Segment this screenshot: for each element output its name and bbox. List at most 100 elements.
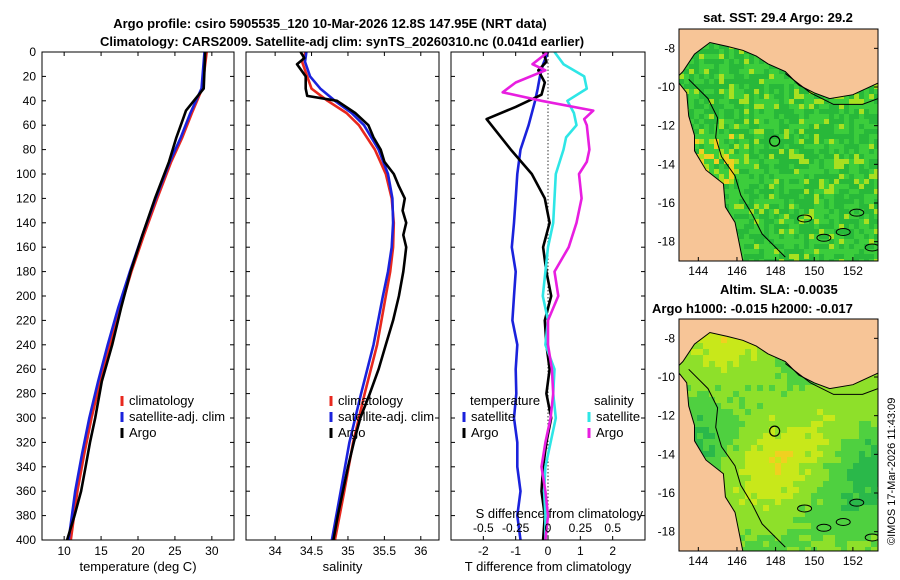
secondary-tick-label: 0 <box>545 521 552 535</box>
y-tick-label: -18 <box>658 525 676 539</box>
map-frame <box>678 318 879 552</box>
secondary-tick-label: -0.5 <box>473 521 494 535</box>
salinity-panel: 34 34.5 35 35.5 36 salinity <box>245 51 440 574</box>
reef-outline <box>816 523 832 532</box>
legend-label-salinity-satellite: satellite <box>596 409 640 424</box>
y-tick-label: -12 <box>658 409 676 423</box>
reef-outline <box>864 243 878 252</box>
series-group <box>485 52 595 540</box>
map-subtitle: Argo h1000: -0.015 h2000: -0.017 <box>652 301 853 316</box>
y-tick-label: 140 <box>16 216 36 230</box>
y-tick-label: -8 <box>664 41 675 55</box>
reef-outline <box>864 533 878 542</box>
x-tick-label: 148 <box>766 554 786 568</box>
x-tick-label: 10 <box>57 544 71 558</box>
secondary-axis-label: S difference from climatology <box>476 506 644 521</box>
y-tick-label: 240 <box>16 338 36 352</box>
imos-timestamp: ©IMOS 17-Mar-2026 11:43:09 <box>886 398 898 545</box>
y-tick-label: 180 <box>16 265 36 279</box>
x-tick-label: -1 <box>510 544 521 558</box>
legend-header-salinity: salinity <box>594 393 634 408</box>
x-tick-label: 150 <box>804 264 824 278</box>
y-tick-label: 100 <box>16 167 36 181</box>
y-tick-label: 80 <box>23 143 37 157</box>
series-line-argo <box>295 52 408 540</box>
difference-legend: temperature satellite Argo salinity sate… <box>462 393 640 440</box>
series-line-argo <box>65 52 207 540</box>
x-tick-label: 30 <box>205 544 219 558</box>
legend-label-temperature-argo: Argo <box>471 425 498 440</box>
secondary-tick-label: 0.5 <box>604 521 621 535</box>
x-axis-label: temperature (deg C) <box>79 559 196 574</box>
x-axis-label: salinity <box>323 559 363 574</box>
legend-label-temperature-satellite: satellite <box>471 409 515 424</box>
x-tick-label: 144 <box>688 554 708 568</box>
sst-map-panel: -8 -10 -12 -14 -16 -18 144 146 148 150 152 sat. SST… <box>658 10 879 278</box>
y-tick-label: 340 <box>16 460 36 474</box>
figure-title-line-2: Climatology: CARS2009. Satellite-adj cli… <box>100 34 584 49</box>
y-tick-label: 380 <box>16 509 36 523</box>
y-tick-label: -12 <box>658 119 676 133</box>
legend-label-salinity-argo: Argo <box>596 425 623 440</box>
plot-area <box>42 52 234 540</box>
land-cape-york <box>679 372 744 551</box>
temperature-panel: 0 20 40 60 80 100 120 140 160 180 200 220 240 260 280 3… <box>16 45 235 574</box>
map-title: Altim. SLA: -0.0035 <box>720 282 838 297</box>
y-tick-label: -18 <box>658 235 676 249</box>
argo-location-marker <box>769 135 781 147</box>
y-tick-label: 300 <box>16 411 36 425</box>
salinity-legend: climatology satellite-adj. clim Argo <box>329 393 434 440</box>
temperature-legend: climatology satellite-adj. clim Argo <box>120 393 225 440</box>
reef-outline <box>816 233 832 242</box>
land-new-guinea <box>679 319 878 390</box>
x-tick-label: -2 <box>478 544 489 558</box>
y-tick-label: -10 <box>658 80 676 94</box>
x-tick-label: 34.5 <box>300 544 324 558</box>
x-axis-label: T difference from climatology <box>465 559 632 574</box>
y-tick-label: 0 <box>29 45 36 59</box>
y-tick-label: 360 <box>16 484 36 498</box>
y-tick-label: 200 <box>16 289 36 303</box>
x-tick-label: 144 <box>688 264 708 278</box>
x-tick-label: 146 <box>727 264 747 278</box>
reef-outline <box>797 214 813 223</box>
x-tick-label: 146 <box>727 554 747 568</box>
map-title: sat. SST: 29.4 Argo: 29.2 <box>703 10 853 25</box>
series-line-satellite-adj-clim <box>303 52 395 540</box>
series-group <box>65 52 208 540</box>
y-tick-label: 280 <box>16 387 36 401</box>
y-tick-label: -14 <box>658 157 676 171</box>
y-tick-label: 220 <box>16 313 36 327</box>
y-tick-label: 160 <box>16 240 36 254</box>
series-group <box>295 52 408 540</box>
x-tick-label: 36 <box>414 544 428 558</box>
secondary-tick-label: -0.25 <box>502 521 530 535</box>
y-tick-label: 20 <box>23 69 37 83</box>
x-tick-label: 150 <box>804 554 824 568</box>
y-tick-label: 320 <box>16 435 36 449</box>
plot-area <box>451 52 645 540</box>
x-tick-label: 1 <box>577 544 584 558</box>
x-tick-label: 152 <box>843 554 863 568</box>
x-tick-label: 35 <box>341 544 355 558</box>
difference-panel: -2 -1 0 1 2T difference from climatology S di… <box>450 51 646 574</box>
land-cape-york <box>679 82 744 261</box>
y-tick-label: 120 <box>16 191 36 205</box>
secondary-tick-label: 0.25 <box>569 521 593 535</box>
legend-label-argo: Argo <box>338 425 365 440</box>
legend-label-satellite-clim: satellite-adj. clim <box>129 409 225 424</box>
shelf-contour <box>784 73 878 105</box>
series-line-salinity-argo <box>501 52 595 540</box>
y-tick-label: 60 <box>23 118 37 132</box>
x-tick-label: 35.5 <box>373 544 397 558</box>
legend-label-satellite-clim: satellite-adj. clim <box>338 409 434 424</box>
shelf-contour <box>688 368 786 548</box>
reef-outline <box>849 208 865 217</box>
x-tick-label: 25 <box>168 544 182 558</box>
y-tick-label: -14 <box>658 447 676 461</box>
plot-area <box>246 52 439 540</box>
shelf-contour <box>784 363 878 395</box>
reef-outline <box>835 518 851 526</box>
x-tick-label: 0 <box>545 544 552 558</box>
x-tick-label: 2 <box>609 544 616 558</box>
